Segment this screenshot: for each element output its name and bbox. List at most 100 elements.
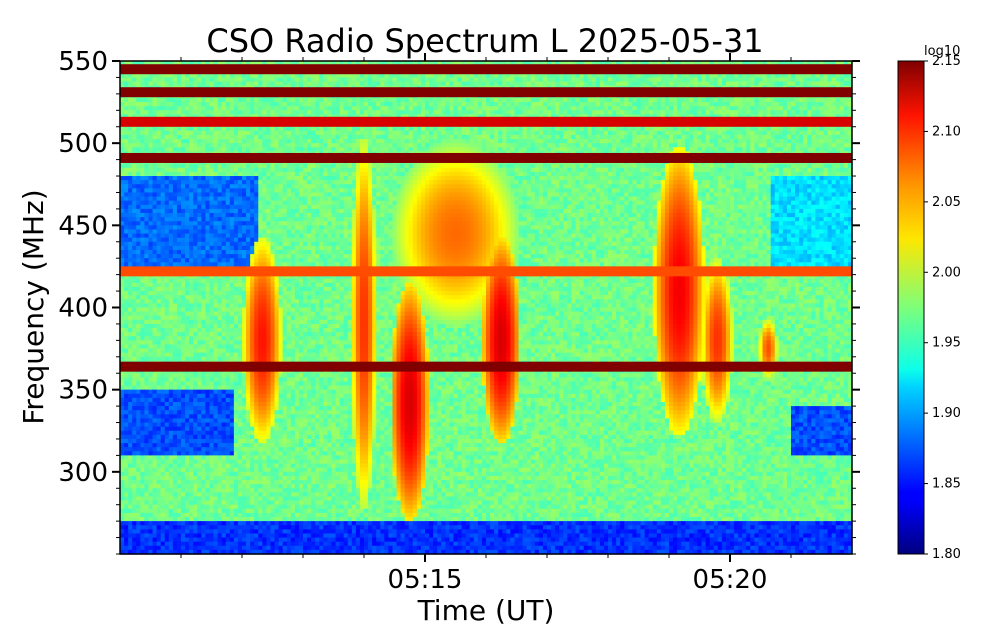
heatmap-cell [128, 110, 133, 116]
heatmap-cell [746, 106, 751, 111]
heatmap-cell [144, 73, 150, 79]
heatmap-cell [266, 130, 272, 136]
heatmap-cell [490, 163, 495, 169]
heatmap-cell [608, 73, 613, 79]
heatmap-cell [189, 134, 194, 140]
heatmap-cell [132, 106, 137, 111]
heatmap-cell [441, 143, 446, 148]
heatmap-cell [181, 106, 186, 111]
heatmap-cell [416, 81, 422, 87]
heatmap-cell [246, 130, 251, 136]
heatmap-cell [628, 147, 633, 152]
heatmap-cell [364, 102, 369, 107]
heatmap-cell [701, 81, 707, 87]
heatmap-cell [327, 97, 333, 103]
heatmap-cell [636, 73, 642, 79]
heatmap-cell [327, 102, 333, 107]
heatmap-cell [542, 106, 548, 111]
heatmap-cell [628, 143, 633, 148]
heatmap-cell [567, 114, 572, 120]
heatmap-cell [176, 163, 182, 169]
heatmap-cell [359, 130, 365, 136]
heatmap-cell [481, 134, 487, 140]
heatmap-cell [498, 110, 503, 116]
heatmap-cell [132, 77, 137, 83]
heatmap-cell [660, 110, 666, 116]
heatmap-cell [307, 163, 312, 169]
heatmap-cell [770, 110, 776, 116]
heatmap-cell [490, 134, 495, 140]
heatmap-cell [376, 102, 381, 107]
heatmap-cell [124, 167, 129, 173]
heatmap-cell [339, 73, 345, 79]
heatmap-cell [490, 130, 495, 136]
heatmap-cell [559, 106, 564, 111]
heatmap-cell [677, 61, 682, 66]
heatmap-cell [681, 167, 686, 173]
heatmap-cell [205, 147, 211, 152]
heatmap-cell [506, 126, 511, 132]
heatmap-cell [636, 110, 642, 116]
heatmap-cell [673, 81, 678, 87]
heatmap-cell [396, 134, 402, 140]
heatmap-cell [270, 163, 276, 169]
heatmap-cell [164, 114, 170, 120]
heatmap-cell [709, 126, 715, 132]
heatmap-cell [327, 130, 333, 136]
heatmap-cell [847, 73, 853, 79]
heatmap-cell [603, 139, 609, 144]
heatmap-cell [648, 102, 654, 107]
heatmap-cell [416, 77, 422, 83]
heatmap-cell [697, 61, 703, 66]
heatmap-cell [803, 147, 808, 152]
heatmap-cell [477, 106, 483, 111]
heatmap-cell [205, 110, 211, 116]
heatmap-cell [717, 147, 723, 152]
heatmap-cell [457, 171, 463, 177]
heatmap-cell [425, 126, 430, 132]
heatmap-cell [144, 110, 150, 116]
heatmap-cell [795, 97, 800, 103]
heatmap-cell [368, 130, 373, 136]
heatmap-cell [591, 163, 597, 169]
heatmap-cell [351, 130, 357, 136]
heatmap-cell [473, 102, 479, 107]
heatmap-cell [799, 61, 804, 66]
heatmap-cell [408, 81, 414, 87]
heatmap-cell [815, 81, 821, 87]
heatmap-cell [526, 73, 532, 79]
heatmap-cell [758, 97, 764, 103]
heatmap-cell [721, 126, 727, 132]
heatmap-cell [258, 134, 263, 140]
heatmap-cell [290, 102, 296, 107]
heatmap-cell [579, 139, 585, 144]
heatmap-cell [664, 139, 670, 144]
heatmap-cell [786, 147, 792, 152]
heatmap-cell [510, 171, 516, 177]
heatmap-cell [425, 97, 430, 103]
heatmap-cell [486, 147, 491, 152]
heatmap-cell [632, 143, 638, 148]
heatmap-cell [339, 163, 345, 169]
heatmap-cell [298, 102, 304, 107]
heatmap-cell [473, 171, 479, 177]
heatmap-cell [140, 73, 145, 79]
heatmap-cell [364, 77, 369, 83]
heatmap-cell [189, 110, 194, 116]
heatmap-cell [603, 167, 609, 173]
heatmap-cell [766, 147, 772, 152]
heatmap-cell [437, 163, 442, 169]
heatmap-cell [640, 126, 646, 132]
heatmap-cell [213, 77, 219, 83]
heatmap-cell [835, 143, 841, 148]
heatmap-cell [624, 171, 629, 177]
heatmap-cell [730, 167, 735, 173]
heatmap-cell [673, 110, 678, 116]
heatmap-cell [786, 126, 792, 132]
heatmap-cell [831, 110, 837, 116]
heatmap-cell [681, 102, 686, 107]
heatmap-cell [152, 147, 158, 152]
heatmap-cell [494, 126, 499, 132]
heatmap-cell [709, 134, 715, 140]
heatmap-cell [624, 114, 629, 120]
